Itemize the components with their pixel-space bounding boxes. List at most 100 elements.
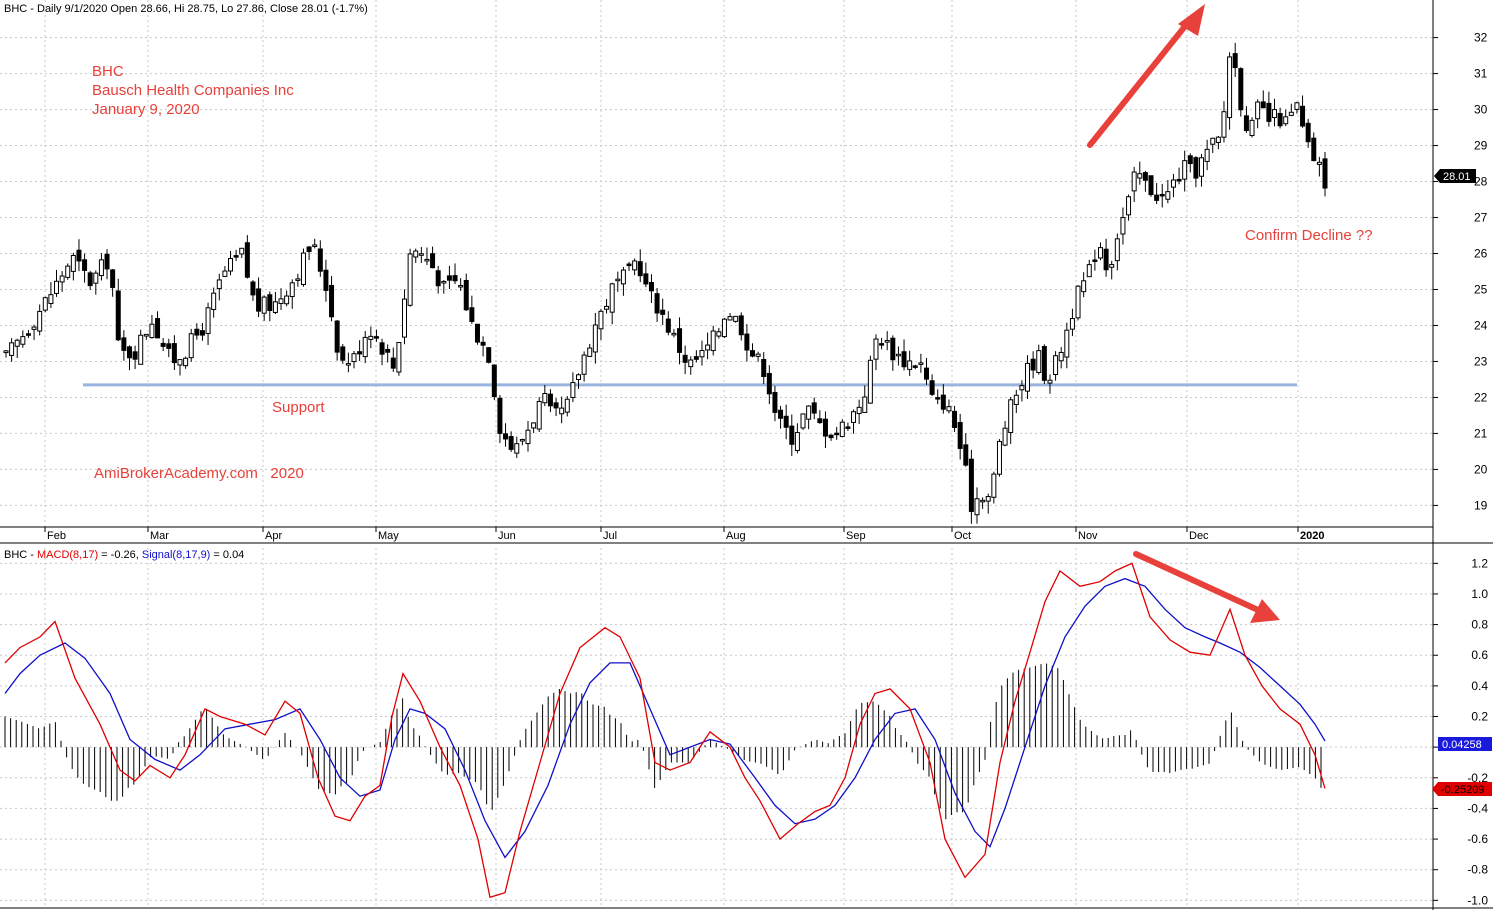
candle-body bbox=[216, 279, 222, 290]
price-y-tick-label: 21 bbox=[1474, 426, 1488, 440]
candle-body bbox=[261, 296, 267, 314]
candle bbox=[48, 282, 54, 309]
candle-body bbox=[413, 250, 419, 258]
candle bbox=[1008, 396, 1014, 444]
candle bbox=[564, 396, 570, 417]
candle bbox=[256, 277, 262, 318]
month-label: Dec bbox=[1189, 530, 1209, 542]
candle-body bbox=[615, 278, 621, 282]
candle bbox=[1283, 109, 1289, 127]
candle bbox=[1114, 233, 1120, 271]
candle bbox=[665, 311, 671, 336]
candle bbox=[929, 374, 935, 397]
candle bbox=[985, 493, 991, 514]
candle-body bbox=[491, 364, 497, 398]
macd-header-label: MACD(8,17) bbox=[37, 549, 98, 561]
candle bbox=[721, 317, 727, 339]
candle bbox=[9, 338, 15, 362]
candle-body bbox=[9, 342, 15, 356]
candle bbox=[968, 449, 974, 524]
candle-body bbox=[424, 258, 430, 262]
candle bbox=[991, 471, 997, 504]
candle-body bbox=[957, 421, 963, 449]
candle bbox=[935, 389, 941, 405]
candle-body bbox=[727, 316, 733, 321]
candle-body bbox=[929, 380, 935, 395]
candle bbox=[918, 353, 924, 373]
macd-y-tick-label: 0.4 bbox=[1471, 679, 1488, 693]
candle bbox=[1204, 139, 1210, 171]
candle bbox=[615, 271, 621, 292]
candle-body bbox=[121, 337, 127, 351]
candle bbox=[452, 263, 458, 285]
candle-body bbox=[435, 270, 441, 287]
price-y-tick-label: 24 bbox=[1474, 318, 1488, 332]
candle bbox=[1322, 151, 1328, 197]
candle bbox=[677, 317, 683, 365]
candle-body bbox=[940, 394, 946, 410]
candle-body bbox=[1041, 346, 1047, 381]
month-label: 2020 bbox=[1300, 530, 1324, 542]
candle bbox=[25, 329, 31, 338]
candle-body bbox=[474, 323, 480, 343]
candle bbox=[727, 312, 733, 321]
candle bbox=[54, 269, 60, 297]
candle-body bbox=[65, 265, 71, 278]
candle-body bbox=[851, 411, 857, 423]
month-label: Jul bbox=[603, 530, 617, 542]
candle bbox=[497, 394, 503, 444]
candle bbox=[1187, 153, 1193, 173]
candle-body bbox=[54, 280, 60, 294]
candle bbox=[693, 350, 699, 363]
candle bbox=[705, 332, 711, 360]
candle bbox=[42, 296, 48, 313]
price-y-tick-label: 28 bbox=[1474, 175, 1488, 189]
candle-body bbox=[1215, 136, 1221, 143]
candle-body bbox=[912, 365, 918, 368]
candle bbox=[789, 414, 795, 457]
candle bbox=[1047, 374, 1053, 394]
candle-body bbox=[323, 269, 329, 291]
candle-body bbox=[1081, 280, 1087, 293]
candle-body bbox=[755, 353, 761, 357]
candle-body bbox=[132, 351, 138, 360]
candle bbox=[446, 265, 452, 290]
candle bbox=[648, 274, 654, 304]
candle-body bbox=[480, 341, 486, 346]
candle bbox=[1182, 150, 1188, 192]
signal-value-badge: 0.04258 bbox=[1438, 737, 1492, 751]
candle-body bbox=[794, 432, 800, 451]
candle bbox=[738, 312, 744, 341]
candle-body bbox=[1232, 53, 1238, 69]
candle bbox=[138, 329, 144, 365]
candle bbox=[761, 352, 767, 385]
candle bbox=[1086, 259, 1092, 278]
candle bbox=[598, 308, 604, 341]
candle-body bbox=[1210, 137, 1216, 145]
candle-body bbox=[699, 350, 705, 358]
last-price-badge-text: 28.01 bbox=[1443, 171, 1471, 183]
candle-body bbox=[25, 333, 31, 336]
candle bbox=[1142, 170, 1148, 192]
candle-body bbox=[497, 397, 503, 434]
candle-body bbox=[766, 372, 772, 395]
candle-body bbox=[463, 279, 469, 311]
candle bbox=[480, 336, 486, 357]
candle-body bbox=[963, 444, 969, 466]
candle bbox=[250, 280, 256, 301]
candle bbox=[626, 261, 632, 271]
candle bbox=[542, 384, 548, 407]
candle bbox=[514, 436, 520, 458]
candle bbox=[351, 350, 357, 369]
candle-body bbox=[525, 429, 531, 445]
candle-body bbox=[250, 281, 256, 296]
candle-body bbox=[402, 298, 408, 338]
candle-body bbox=[1097, 247, 1103, 259]
candle-body bbox=[379, 342, 385, 355]
candle bbox=[637, 249, 643, 283]
candle-body bbox=[228, 258, 234, 272]
candle-body bbox=[143, 333, 149, 337]
month-label: May bbox=[378, 530, 399, 542]
candle-body bbox=[1103, 248, 1109, 271]
candle-body bbox=[508, 436, 514, 450]
